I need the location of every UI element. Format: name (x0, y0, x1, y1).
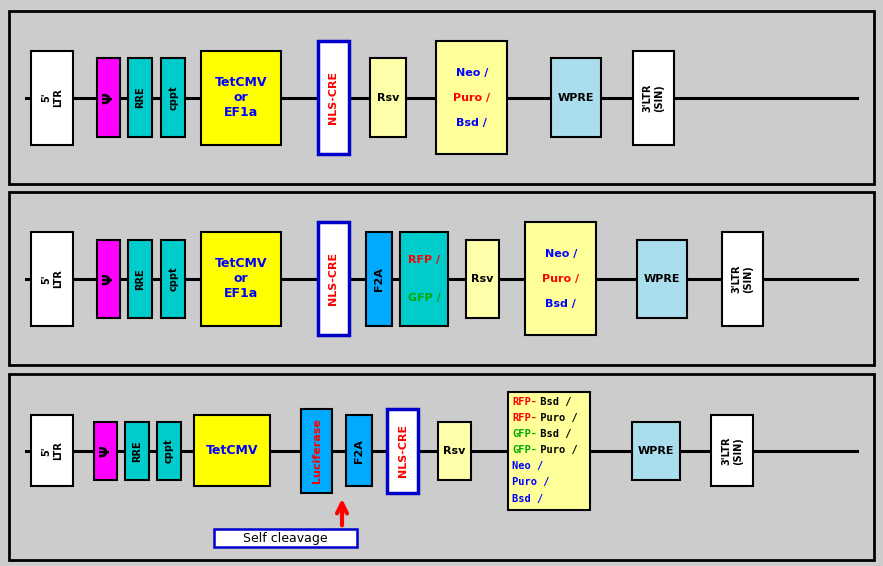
Text: 3'LTR
(SIN): 3'LTR (SIN) (643, 83, 664, 112)
Text: F2A: F2A (374, 267, 384, 291)
FancyBboxPatch shape (550, 58, 600, 137)
FancyBboxPatch shape (128, 58, 153, 137)
Text: Rsv: Rsv (443, 446, 465, 456)
Text: Puro /: Puro / (453, 93, 490, 102)
Text: WPRE: WPRE (638, 446, 675, 456)
FancyBboxPatch shape (366, 231, 392, 326)
FancyBboxPatch shape (633, 50, 675, 145)
Text: Neo /: Neo / (512, 461, 544, 471)
Text: TetCMV: TetCMV (206, 444, 259, 457)
FancyBboxPatch shape (436, 41, 507, 154)
FancyBboxPatch shape (400, 231, 448, 326)
FancyBboxPatch shape (125, 422, 149, 480)
FancyBboxPatch shape (318, 222, 349, 335)
Text: Bsd /: Bsd / (546, 299, 577, 309)
Text: WPRE: WPRE (644, 274, 681, 284)
FancyBboxPatch shape (722, 231, 764, 326)
Text: Bsd /: Bsd / (534, 429, 571, 439)
Text: Luciferase: Luciferase (312, 418, 322, 483)
Text: WPRE: WPRE (557, 93, 594, 102)
Text: NLS-CRE: NLS-CRE (328, 252, 338, 305)
FancyBboxPatch shape (438, 422, 471, 480)
Text: GFP-: GFP- (512, 445, 538, 455)
Text: RFP-: RFP- (512, 397, 538, 407)
FancyBboxPatch shape (508, 392, 590, 510)
Text: TetCMV
or
EF1a: TetCMV or EF1a (215, 76, 267, 119)
Text: TetCMV
or
EF1a: TetCMV or EF1a (215, 258, 267, 300)
FancyBboxPatch shape (632, 422, 680, 480)
Text: GFP-: GFP- (512, 429, 538, 439)
Text: RFP /: RFP / (408, 255, 441, 265)
Text: Neo /: Neo / (545, 248, 577, 259)
Text: RRE: RRE (135, 87, 146, 109)
Text: Puro /: Puro / (542, 274, 579, 284)
FancyBboxPatch shape (94, 422, 117, 480)
FancyBboxPatch shape (201, 231, 281, 326)
Text: NLS-CRE: NLS-CRE (328, 71, 338, 124)
Text: Puro /: Puro / (512, 477, 550, 487)
Text: 5'
LTR: 5' LTR (42, 441, 63, 460)
Text: Puro /: Puro / (534, 445, 577, 455)
FancyBboxPatch shape (215, 529, 357, 547)
Text: NLS-CRE: NLS-CRE (397, 424, 408, 477)
Text: RRE: RRE (135, 268, 146, 290)
FancyBboxPatch shape (97, 58, 119, 137)
FancyBboxPatch shape (465, 239, 499, 318)
Bar (9, 374, 874, 560)
Text: cppt: cppt (169, 267, 178, 291)
FancyBboxPatch shape (301, 409, 333, 493)
FancyBboxPatch shape (370, 58, 406, 137)
Text: Ψ: Ψ (102, 273, 116, 285)
Text: RRE: RRE (132, 440, 142, 462)
Text: Self cleavage: Self cleavage (244, 532, 328, 545)
FancyBboxPatch shape (346, 415, 373, 486)
Text: Puro /: Puro / (534, 413, 577, 423)
Text: Rsv: Rsv (471, 274, 494, 284)
FancyBboxPatch shape (97, 239, 119, 318)
FancyBboxPatch shape (201, 50, 281, 145)
Text: 5'
LTR: 5' LTR (42, 88, 63, 107)
Text: Rsv: Rsv (377, 93, 399, 102)
FancyBboxPatch shape (128, 239, 153, 318)
Text: F2A: F2A (354, 439, 365, 463)
Text: Ψ: Ψ (102, 92, 116, 104)
Text: Neo /: Neo / (456, 67, 488, 78)
FancyBboxPatch shape (31, 231, 73, 326)
Text: cppt: cppt (169, 85, 178, 110)
Text: Ψ: Ψ (99, 445, 113, 457)
FancyBboxPatch shape (318, 41, 349, 154)
Text: Bsd /: Bsd / (534, 397, 571, 407)
FancyBboxPatch shape (161, 58, 185, 137)
Text: cppt: cppt (164, 439, 174, 463)
FancyBboxPatch shape (387, 409, 419, 493)
Text: RFP-: RFP- (512, 413, 538, 423)
FancyBboxPatch shape (161, 239, 185, 318)
FancyBboxPatch shape (194, 415, 270, 486)
Text: 3'LTR
(SIN): 3'LTR (SIN) (721, 436, 743, 465)
FancyBboxPatch shape (637, 239, 687, 318)
Text: 3'LTR
(SIN): 3'LTR (SIN) (732, 264, 753, 293)
FancyBboxPatch shape (525, 222, 596, 335)
Text: 5'
LTR: 5' LTR (42, 269, 63, 288)
FancyBboxPatch shape (712, 415, 753, 486)
Text: GFP /: GFP / (408, 293, 441, 303)
Text: Bsd /: Bsd / (457, 118, 487, 128)
FancyBboxPatch shape (157, 422, 181, 480)
FancyBboxPatch shape (31, 415, 73, 486)
Text: Bsd /: Bsd / (512, 494, 544, 504)
FancyBboxPatch shape (31, 50, 73, 145)
